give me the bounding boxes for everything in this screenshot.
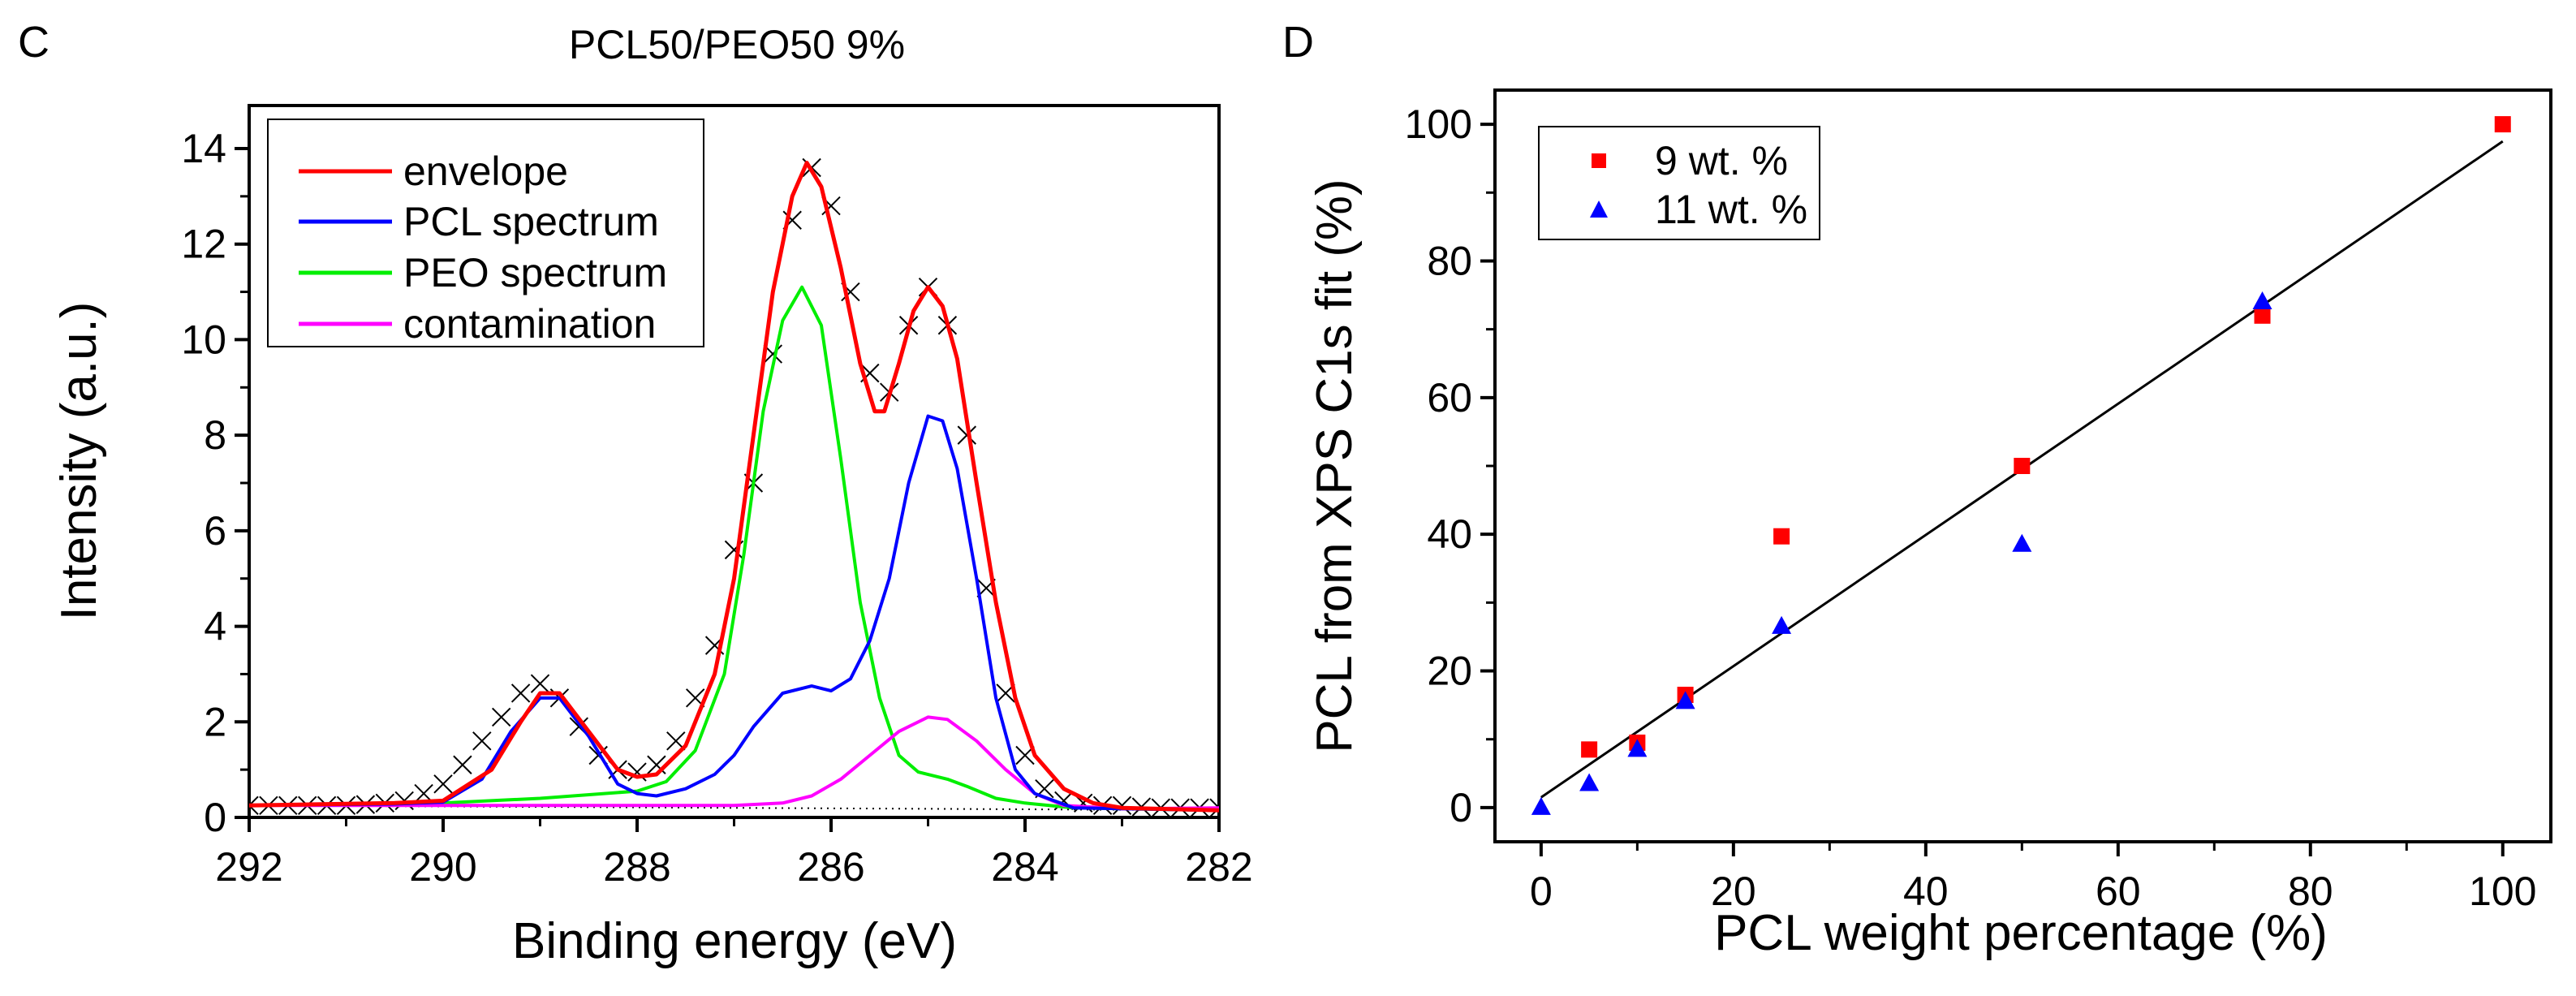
y-axis-title-c: Intensity (a.u.): [51, 302, 107, 621]
y-tick-label: 60: [1427, 375, 1472, 420]
legend-d: 9 wt. % 11 wt. %: [1538, 126, 1820, 240]
legend-9wt: 9 wt. %: [1655, 138, 1788, 183]
x-tick-label: 40: [1903, 869, 1949, 914]
y-axis-title-d: PCL from XPS C1s fit (%): [1307, 179, 1363, 752]
x-tick-label: 284: [991, 844, 1058, 890]
plot-c: 292 290 288 286 284 282 0 2 4 6 8 10 12 14: [181, 104, 1253, 890]
y-tick-label: 8: [204, 412, 226, 458]
data-point-cross: [491, 707, 511, 727]
y-tick-label: 2: [204, 699, 226, 744]
y-tick-label: 20: [1427, 649, 1472, 694]
data-point-cross: [530, 674, 550, 693]
x-tick-label: 292: [215, 844, 282, 890]
panel-label-c: C: [18, 18, 50, 67]
data-point-9wt: [2254, 307, 2271, 324]
data-point-11wt: [1531, 796, 1551, 815]
data-point-9wt: [2494, 116, 2511, 133]
data-point-cross: [957, 425, 977, 445]
x-tick-label: 288: [603, 844, 670, 890]
data-point-9wt: [2014, 458, 2031, 474]
data-point-11wt: [2252, 291, 2272, 309]
data-point-11wt: [1579, 773, 1600, 791]
data-point-cross: [1112, 796, 1132, 815]
x-tick-label: 60: [2096, 869, 2141, 914]
peo-spectrum-line: [249, 285, 1219, 813]
data-point-11wt: [2012, 533, 2032, 552]
legend-peo-spectrum: PEO spectrum: [403, 250, 667, 295]
envelope-line: [249, 161, 1219, 813]
legend-c: envelope PCL spectrum PEO spectrum conta…: [267, 119, 704, 347]
panel-label-d: D: [1282, 18, 1314, 67]
legend-envelope: envelope: [403, 149, 568, 194]
y-tick-label: 80: [1427, 238, 1472, 283]
y-tick-label: 4: [204, 604, 226, 649]
y-tick-label: 14: [181, 126, 226, 171]
data-point-11wt: [1627, 739, 1648, 757]
y-tick-label: 12: [181, 222, 226, 267]
y-tick-label: 100: [1405, 101, 1472, 147]
y-tick-label: 0: [1450, 785, 1472, 830]
plot-d: 0 20 40 60 80 100 0 20 40 60 80 100: [1405, 88, 2552, 914]
pcl-spectrum-line: [249, 414, 1219, 813]
chart-title-c: PCL50/PEO50 9%: [569, 22, 905, 67]
legend-square-marker: [1592, 153, 1606, 168]
x-axis-title-d: PCL weight percentage (%): [1714, 905, 2328, 961]
data-point-11wt: [1772, 615, 1792, 634]
legend-11wt: 11 wt. %: [1655, 187, 1807, 232]
data-point-11wt: [1675, 691, 1695, 709]
data-point-cross: [510, 683, 531, 703]
x-tick-label: 100: [2469, 869, 2536, 914]
data-point-cross: [1209, 798, 1219, 817]
data-point-9wt: [1773, 528, 1790, 545]
data-point-cross: [249, 796, 259, 815]
y-tick-label: 6: [204, 508, 226, 554]
x-tick-label: 282: [1185, 844, 1252, 890]
x-tick-label: 80: [2288, 869, 2333, 914]
x-tick-label: 286: [797, 844, 864, 890]
data-point-cross: [647, 755, 666, 774]
legend-contamination: contamination: [403, 301, 656, 347]
data-point-cross: [453, 755, 472, 774]
data-point-cross: [472, 731, 492, 751]
y-tick-label: 0: [204, 795, 226, 840]
plot-area: [249, 157, 1219, 817]
x-tick-label: 0: [1530, 869, 1553, 914]
legend-pcl-spectrum: PCL spectrum: [403, 199, 659, 244]
x-axis-title-c: Binding energy (eV): [512, 913, 957, 969]
x-tick-label: 20: [1711, 869, 1756, 914]
y-tick-label: 40: [1427, 511, 1472, 557]
legend-triangle-marker: [1590, 200, 1608, 218]
x-tick-label: 290: [409, 844, 476, 890]
y-tick-label: 10: [181, 317, 226, 362]
data-point-cross: [433, 774, 453, 794]
data-point-9wt: [1581, 741, 1598, 758]
